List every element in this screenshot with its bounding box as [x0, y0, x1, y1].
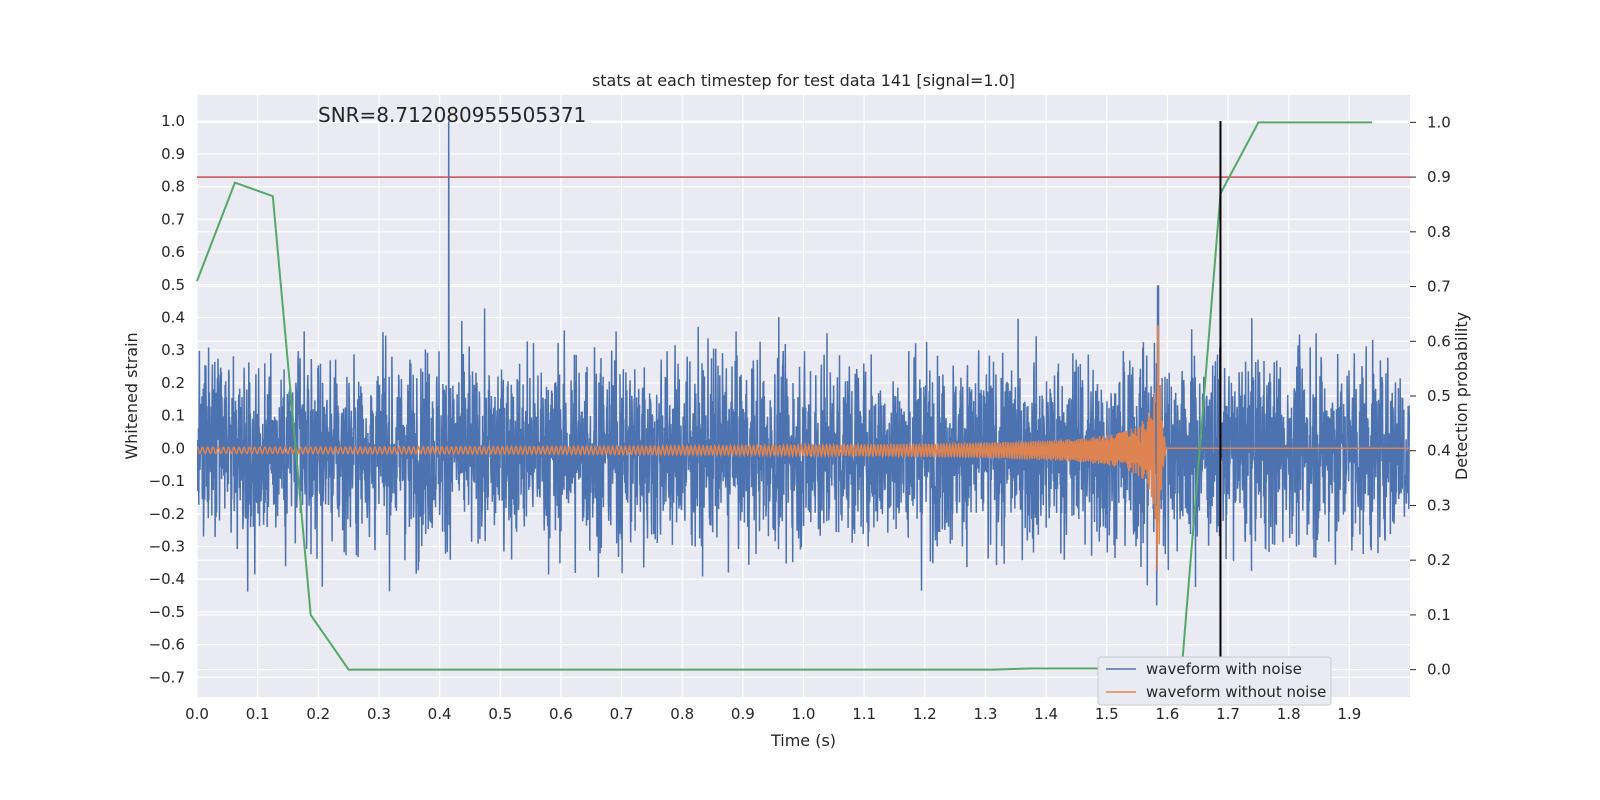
x-tick-label: 1.6 — [1155, 705, 1179, 723]
y-tick-label: −0.6 — [149, 636, 185, 654]
x-tick-label: 0.3 — [367, 705, 391, 723]
x-tick-label: 1.0 — [792, 705, 816, 723]
x-tick-label: 0.5 — [488, 705, 512, 723]
x-tick-label: 1.8 — [1277, 705, 1301, 723]
y-tick-label: 0.7 — [161, 210, 185, 228]
y-tick-label: 0.3 — [161, 341, 185, 359]
y2-tick-label: 0.1 — [1427, 606, 1451, 624]
x-tick-label: 1.9 — [1337, 705, 1361, 723]
y-tick-label: 0.8 — [161, 178, 185, 196]
chart-title: stats at each timestep for test data 141… — [592, 71, 1015, 90]
x-tick-label: 0.6 — [549, 705, 573, 723]
x-tick-label: 0.1 — [246, 705, 270, 723]
y-tick-label: 0.4 — [161, 308, 185, 326]
y-tick-label: 0.0 — [161, 439, 185, 457]
x-tick-label: 0.2 — [306, 705, 330, 723]
series-waveform-with-noise — [197, 121, 1410, 606]
x-tick-label: 1.3 — [974, 705, 998, 723]
y-tick-label: −0.4 — [149, 570, 185, 588]
x-tick-label: 1.5 — [1095, 705, 1119, 723]
y-tick-label: 0.6 — [161, 243, 185, 261]
y-tick-label: 0.1 — [161, 407, 185, 425]
y-tick-label: 0.5 — [161, 276, 185, 294]
y2-tick-label: 0.6 — [1427, 332, 1451, 350]
x-tick-label: 0.9 — [731, 705, 755, 723]
y2-tick-label: 1.0 — [1427, 113, 1451, 131]
y-tick-label: −0.7 — [149, 668, 185, 686]
y2-tick-label: 0.8 — [1427, 223, 1451, 241]
x-tick-label: 1.7 — [1216, 705, 1240, 723]
y2-tick-label: 0.4 — [1427, 442, 1451, 460]
legend-box — [1097, 656, 1332, 706]
y-tick-label: −0.3 — [149, 538, 185, 556]
ticks: 0.0 0.1 0.2 0.3 0.4 0.5 0.6 0.7 0.8 0.9 1.0 1.1 1.2 1… — [149, 112, 1451, 723]
y-tick-label: 1.0 — [161, 112, 185, 130]
y2-tick-label: 0.2 — [1427, 551, 1451, 569]
y2-tick-label: 0.7 — [1427, 278, 1451, 296]
y-tick-label: −0.2 — [149, 505, 185, 523]
y2-tick-label: 0.5 — [1427, 387, 1451, 405]
y-tick-label: 0.2 — [161, 374, 185, 392]
y-tick-label: 0.9 — [161, 145, 185, 163]
x-tick-label: 1.1 — [852, 705, 876, 723]
x-axis-label: Time (s) — [770, 731, 836, 750]
y-tick-label: −0.1 — [149, 472, 185, 490]
x-tick-label: 0.7 — [610, 705, 634, 723]
series-waveform-without-noise — [197, 325, 1410, 571]
x-tick-label: 1.2 — [913, 705, 937, 723]
legend: waveform with noise waveform without noi… — [1097, 656, 1332, 706]
x-tick-label: 0.8 — [670, 705, 694, 723]
y-axis-label: Whitened strain — [122, 332, 141, 459]
x-tick-label: 1.4 — [1034, 705, 1058, 723]
series-layer — [196, 121, 1410, 678]
y-tick-label: −0.5 — [149, 603, 185, 621]
x-tick-label: 0.4 — [428, 705, 452, 723]
y2-axis-label: Detection probability — [1452, 312, 1471, 480]
snr-annotation: SNR=8.712080955505371 — [318, 103, 586, 127]
y2-tick-label: 0.0 — [1427, 661, 1451, 679]
y2-tick-label: 0.9 — [1427, 168, 1451, 186]
y2-tick-label: 0.3 — [1427, 496, 1451, 514]
legend-label-clean: waveform without noise — [1146, 683, 1326, 701]
legend-label-noise: waveform with noise — [1146, 660, 1302, 678]
x-tick-label: 0.0 — [185, 705, 209, 723]
